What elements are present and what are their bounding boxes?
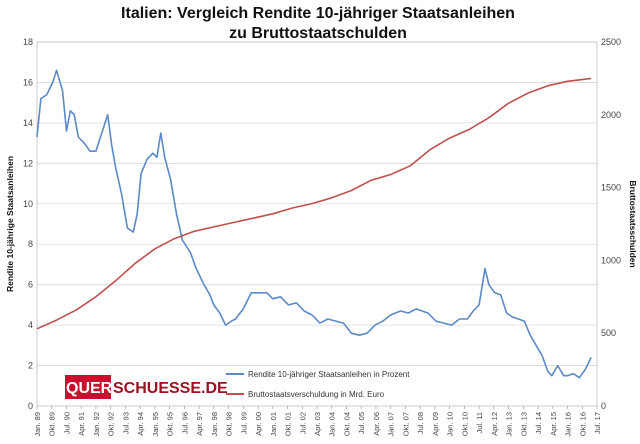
y-right-tick-label: 2000 [601, 110, 621, 120]
y-left-tick-label: 8 [28, 239, 33, 249]
y-right-tick-label: 0 [601, 401, 606, 411]
x-tick-label: Apr. 94 [136, 412, 145, 436]
x-tick-label: Jan. 16 [564, 412, 573, 437]
y-axis-right: 0 500 1000 1500 2000 2500 [601, 37, 621, 411]
y-left-tick-label: 4 [28, 320, 33, 330]
x-tick-label: Apr. 00 [254, 412, 263, 436]
legend-label-debt: Bruttostaatsverschuldung in Mrd. Euro [248, 390, 385, 399]
x-tick-label: Apr. 97 [195, 412, 204, 436]
y-axis-label-left: Rendite 10-jährige Staatsanleihen [5, 156, 15, 292]
logo-text-red: QUER [66, 380, 113, 397]
x-tick-label: Jan. 07 [387, 412, 396, 437]
y-right-tick-label: 2500 [601, 37, 621, 47]
x-tick-label: Okt. 16 [578, 412, 587, 436]
x-tick-label: Jan. 01 [269, 412, 278, 437]
x-tick-label: Jul. 17 [593, 412, 602, 434]
x-tick-label: Okt. 92 [107, 412, 116, 436]
legend-label-yield: Rendite 10-jähriger Staatsanleihen in Pr… [248, 370, 410, 379]
x-tick-label: Okt. 98 [225, 412, 234, 436]
x-tick-label: Okt. 95 [166, 412, 175, 436]
x-tick-label: Jul. 93 [121, 412, 130, 434]
y-left-tick-label: 18 [23, 37, 33, 47]
x-tick-label: Apr. 91 [77, 412, 86, 436]
x-axis: Jan. 89 Okt. 89 Jul. 90 Apr. 91 Jan. 92 Okt. … [33, 406, 602, 437]
y-axis-label-right: Bruttostaatsschulden [628, 180, 638, 267]
logo: QUER SCHUESSE.DE [65, 375, 228, 399]
y-right-tick-label: 500 [601, 328, 616, 338]
x-tick-label: Jan. 95 [151, 412, 160, 437]
x-tick-label: Apr. 09 [431, 412, 440, 436]
x-tick-label: Jul. 05 [357, 412, 366, 434]
y-right-tick-label: 1500 [601, 183, 621, 193]
y-axis-left: 0 2 4 6 8 10 12 14 16 18 [23, 37, 33, 411]
x-tick-label: Okt. 04 [342, 412, 351, 436]
x-tick-label: Jul. 14 [534, 412, 543, 434]
x-tick-label: Jan. 89 [33, 412, 42, 437]
x-tick-label: Jan. 92 [92, 412, 101, 437]
x-tick-label: Jan. 98 [210, 412, 219, 437]
x-tick-label: Okt. 01 [284, 412, 293, 436]
x-tick-label: Okt. 07 [401, 412, 410, 436]
x-tick-label: Jul. 96 [180, 412, 189, 434]
series-group [36, 69, 592, 379]
x-tick-label: Apr. 15 [549, 412, 558, 436]
y-left-tick-label: 2 [28, 361, 33, 371]
plot-area [36, 41, 598, 407]
x-tick-label: Jan. 04 [328, 412, 337, 437]
chart-title-line1: Italien: Vergleich Rendite 10-jähriger S… [121, 5, 515, 22]
legend: Rendite 10-jähriger Staatsanleihen in Pr… [226, 370, 410, 399]
logo-text: SCHUESSE.DE [113, 380, 228, 397]
logo-red-box [65, 375, 111, 399]
chart-title: Italien: Vergleich Rendite 10-jähriger S… [121, 5, 515, 42]
y-left-tick-label: 6 [28, 280, 33, 290]
y-left-tick-label: 12 [23, 158, 33, 168]
x-tick-label: Okt. 13 [519, 412, 528, 436]
y-left-tick-label: 10 [23, 199, 33, 209]
x-tick-label: Apr. 12 [490, 412, 499, 436]
x-tick-label: Apr. 06 [372, 412, 381, 436]
x-tick-label: Jul. 90 [62, 412, 71, 434]
x-tick-label: Okt. 89 [48, 412, 57, 436]
y-left-tick-label: 14 [23, 118, 33, 128]
y-left-tick-label: 16 [23, 77, 33, 87]
x-tick-label: Jul. 08 [416, 412, 425, 434]
x-tick-label: Okt. 10 [460, 412, 469, 436]
y-left-tick-label: 0 [28, 401, 33, 411]
x-tick-label: Jul. 99 [239, 412, 248, 434]
x-tick-label: Jan. 10 [446, 412, 455, 437]
series-line-debt [36, 77, 592, 330]
x-tick-label: Jul. 11 [475, 412, 484, 434]
x-tick-label: Jan. 13 [505, 412, 514, 437]
chart-title-line2: zu Bruttostaatschulden [229, 25, 407, 42]
y-right-tick-label: 1000 [601, 255, 621, 265]
series-line-yield [36, 69, 592, 379]
x-tick-label: Jul. 02 [298, 412, 307, 434]
x-tick-label: Apr. 03 [313, 412, 322, 436]
